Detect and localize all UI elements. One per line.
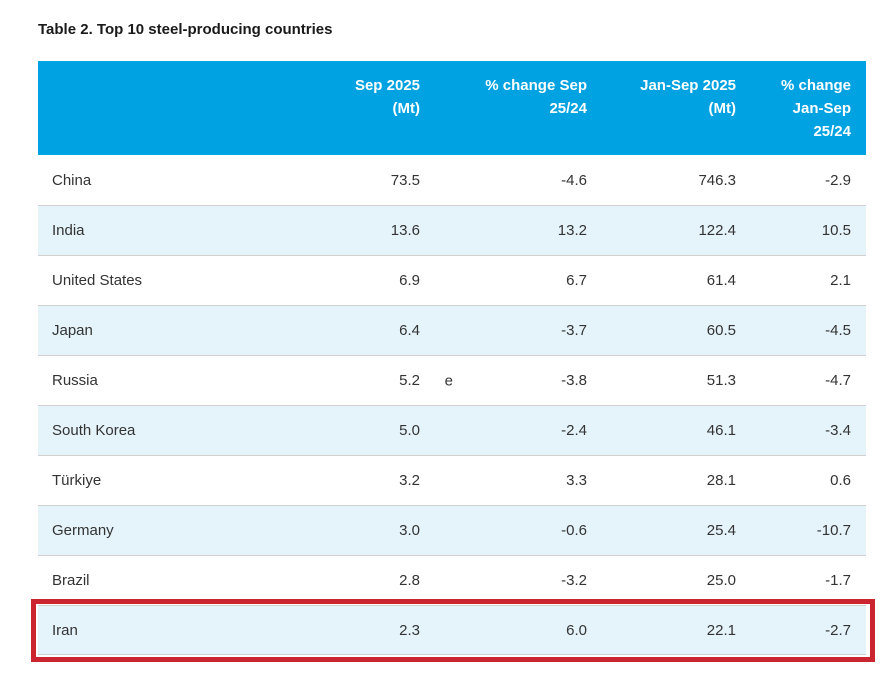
country-cell: China (52, 171, 92, 189)
country-cell: Japan (52, 322, 93, 339)
pct-change-sep-cell: -4.6 (561, 171, 587, 189)
sep-2025-cell: 73.5 (318, 172, 435, 189)
pct-change-sep-cell: -3.2 (561, 572, 587, 589)
pct-change-jan-sep-cell: -4.5 (825, 322, 851, 339)
table-row: Russia 5.2 e -3.8 51.3 -4.7 (38, 355, 866, 405)
country-cell: Iran (52, 621, 78, 639)
pct-change-jan-sep-cell: 0.6 (830, 472, 851, 489)
page: Table 2. Top 10 steel-producing countrie… (31, 21, 875, 662)
col-header-pct-change-jan-sep: % change Jan-Sep 25/24 (780, 77, 851, 140)
pct-change-jan-sep-cell: -10.7 (816, 522, 851, 539)
table-row: Türkiye 3.2 3.3 28.1 0.6 (38, 455, 866, 505)
sep-2025-value: 2.3 (399, 621, 420, 639)
pct-change-jan-sep-cell: -3.4 (825, 422, 851, 439)
pct-change-jan-sep-cell: -4.7 (825, 372, 851, 389)
jan-sep-2025-cell: 60.5 (706, 322, 736, 339)
table-row: United States 6.9 6.7 61.4 2.1 (38, 255, 866, 305)
country-cell: South Korea (52, 422, 136, 439)
table-body: China 73.5 -4.6 746.3 -2.9 India 13.6 13… (31, 155, 875, 662)
pct-change-sep-cell: -2.4 (561, 422, 587, 439)
sep-2025-cell: 6.9 (318, 272, 435, 289)
pct-change-jan-sep-cell: 2.1 (830, 272, 851, 289)
pct-change-sep-cell: 6.0 (566, 621, 587, 639)
table-row: China 73.5 -4.6 746.3 -2.9 (38, 155, 866, 205)
jan-sep-2025-cell: 746.3 (698, 171, 736, 189)
table-row: Germany 3.0 -0.6 25.4 -10.7 (38, 505, 866, 555)
col-header-country (38, 74, 318, 155)
pct-change-jan-sep-cell: -1.7 (825, 572, 851, 589)
sep-2025-value: 73.5 (390, 171, 420, 189)
country-cell: Türkiye (52, 472, 102, 489)
sep-2025-value: 5.2 (399, 372, 420, 389)
pct-change-sep-cell: -3.8 (561, 372, 587, 389)
jan-sep-2025-cell: 61.4 (706, 272, 736, 289)
table-header-row: Sep 2025 (Mt) % change Sep 25/24 Jan-Sep… (38, 61, 866, 155)
col-header-jan-sep-2025: Jan-Sep 2025 (Mt) (640, 77, 736, 117)
table-row: South Korea 5.0 -2.4 46.1 -3.4 (38, 405, 866, 455)
sep-2025-cell: 2.3 (318, 622, 435, 639)
sep-2025-cell: 2.8 (318, 572, 435, 589)
jan-sep-2025-cell: 51.3 (706, 372, 736, 389)
sep-2025-value: 3.2 (399, 472, 420, 489)
pct-change-sep-cell: -0.6 (561, 522, 587, 539)
country-cell: Russia (52, 372, 98, 389)
pct-change-jan-sep-cell: -2.7 (825, 621, 851, 639)
pct-change-sep-cell: 13.2 (557, 222, 587, 239)
pct-change-jan-sep-cell: 10.5 (821, 222, 851, 239)
country-cell: India (52, 222, 85, 239)
jan-sep-2025-cell: 28.1 (706, 472, 736, 489)
jan-sep-2025-cell: 22.1 (706, 621, 736, 639)
sep-2025-cell: 3.2 (318, 472, 435, 489)
table-row: India 13.6 13.2 122.4 10.5 (38, 205, 866, 255)
sep-2025-cell: 3.0 (318, 522, 435, 539)
pct-change-sep-cell: -3.7 (561, 322, 587, 339)
steel-production-table: Sep 2025 (Mt) % change Sep 25/24 Jan-Sep… (31, 61, 875, 662)
sep-2025-cell: 5.2 e (318, 372, 453, 389)
col-header-pct-change-sep: % change Sep 25/24 (485, 77, 587, 117)
sep-2025-value: 3.0 (399, 522, 420, 539)
sep-2025-cell: 5.0 (318, 422, 435, 439)
pct-change-sep-cell: 6.7 (566, 272, 587, 289)
sep-2025-value: 13.6 (390, 222, 420, 239)
estimate-marker: e (444, 372, 453, 389)
sep-2025-value: 6.4 (399, 322, 420, 339)
jan-sep-2025-cell: 25.4 (706, 522, 736, 539)
pct-change-sep-cell: 3.3 (566, 472, 587, 489)
table-row: Brazil 2.8 -3.2 25.0 -1.7 (38, 555, 866, 605)
jan-sep-2025-cell: 122.4 (698, 222, 736, 239)
table-title: Table 2. Top 10 steel-producing countrie… (38, 21, 333, 38)
country-cell: United States (52, 272, 143, 289)
table-row: Iran 2.3 6.0 22.1 -2.7 (31, 599, 875, 662)
jan-sep-2025-cell: 46.1 (706, 422, 736, 439)
col-header-sep-2025: Sep 2025 (Mt) (354, 77, 420, 117)
sep-2025-value: 2.8 (399, 572, 420, 589)
jan-sep-2025-cell: 25.0 (706, 572, 736, 589)
sep-2025-value: 6.9 (399, 272, 420, 289)
sep-2025-cell: 13.6 (318, 222, 435, 239)
country-cell: Brazil (52, 572, 90, 589)
sep-2025-value: 5.0 (399, 422, 420, 439)
pct-change-jan-sep-cell: -2.9 (825, 171, 851, 189)
sep-2025-cell: 6.4 (318, 322, 435, 339)
country-cell: Germany (52, 522, 114, 539)
table-row: Japan 6.4 -3.7 60.5 -4.5 (38, 305, 866, 355)
